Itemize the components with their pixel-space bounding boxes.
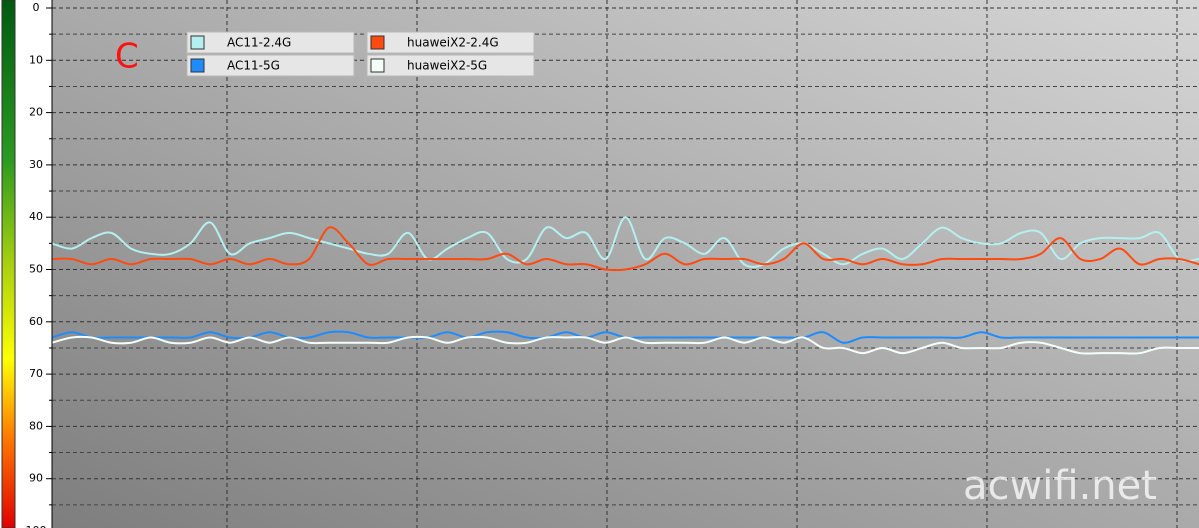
y-tick-label: 60 — [29, 315, 43, 328]
legend-item: huaweiX2-2.4G — [366, 31, 535, 54]
annotation: C — [115, 37, 139, 77]
plot-area — [52, 0, 1199, 528]
y-tick-label: 30 — [29, 158, 43, 171]
y-tick-label: 50 — [29, 263, 43, 276]
series-line — [51, 335, 1199, 355]
legend-item: huaweiX2-5G — [366, 54, 535, 77]
lines — [51, 216, 1199, 355]
legend-label: huaweiX2-5G — [407, 59, 487, 73]
series-line — [51, 226, 1199, 272]
legend-swatch — [190, 35, 205, 50]
legend-box — [366, 31, 535, 54]
y-tick-label: 20 — [29, 106, 43, 119]
legend-box — [366, 54, 535, 77]
y-tick-label: 40 — [29, 210, 43, 223]
watermark: acwifi.net — [963, 463, 1157, 509]
legend-box — [186, 54, 355, 77]
legend-box — [186, 31, 355, 54]
y-tick-label: 80 — [29, 419, 43, 432]
vertical-grid — [226, 0, 1178, 528]
y-tick-label: 100 — [26, 524, 47, 528]
grid — [52, 7, 1199, 506]
legend-swatch — [190, 58, 205, 73]
y-tick-label: 0 — [33, 1, 40, 14]
color-scale — [1, 0, 16, 528]
series-line — [51, 216, 1199, 268]
legend-label: AC11-2.4G — [227, 36, 291, 50]
legend-swatch — [370, 35, 385, 50]
legend-label: AC11-5G — [227, 59, 280, 73]
legend-label: huaweiX2-2.4G — [407, 36, 499, 50]
legend-item: AC11-2.4G — [186, 31, 355, 54]
y-tick-label: 70 — [29, 367, 43, 380]
legend: AC11-2.4G AC11-5G huaweiX2-2.4G huaweiX2-5G — [186, 31, 535, 77]
y-tick-label: 90 — [29, 472, 43, 485]
y-tick-label: 10 — [29, 53, 43, 66]
legend-item: AC11-5G — [186, 54, 355, 77]
legend-swatch — [370, 58, 385, 73]
